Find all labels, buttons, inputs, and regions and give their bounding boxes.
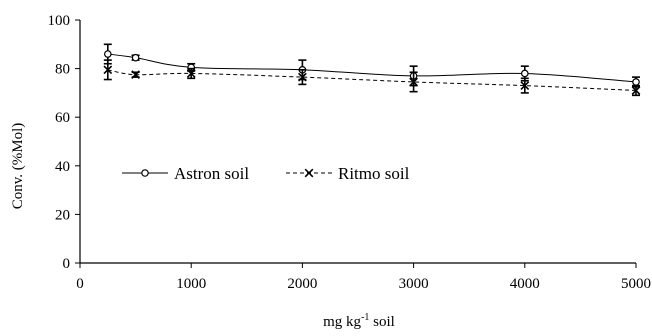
data-point	[103, 65, 113, 75]
x-tick-label: 1000	[176, 276, 206, 292]
data-point	[520, 69, 529, 78]
legend-item-astron-soil: Astron soil	[122, 164, 249, 183]
legend-label: Astron soil	[174, 164, 249, 183]
x-tick-label: 0	[76, 276, 84, 292]
legend: Astron soil Ritmo soil	[122, 164, 410, 183]
series-line-ritmo-soil	[107, 69, 637, 91]
marker-x-stroke	[131, 70, 140, 80]
legend-label: Ritmo soil	[338, 164, 410, 183]
data-point	[520, 81, 530, 90]
marker-x-stroke	[304, 168, 314, 178]
marker-x-stroke	[103, 65, 113, 75]
x-tick-label: 3000	[399, 276, 429, 292]
series-layer	[103, 43, 641, 97]
data-point	[186, 69, 196, 78]
series-ritmo-soil	[103, 59, 641, 97]
data-point	[131, 70, 140, 80]
marker-x-stroke	[631, 86, 641, 95]
legend-marker	[141, 169, 149, 177]
y-tick-label: 60	[55, 110, 70, 126]
y-axis-label: Conv. (%Mol)	[10, 123, 26, 210]
series-astron-soil	[103, 43, 640, 88]
legend-item-ritmo-soil: Ritmo soil	[286, 164, 410, 183]
data-point	[298, 72, 307, 82]
axes	[79, 20, 636, 264]
data-point	[631, 86, 641, 95]
series-line-astron-soil	[107, 53, 637, 83]
legend-marker	[304, 168, 314, 178]
marker-x-stroke	[520, 81, 530, 90]
marker-x-stroke	[298, 72, 307, 82]
y-tick-label: 0	[63, 256, 71, 272]
x-axis-label-main: mg kg	[323, 314, 361, 330]
y-tick-label: 40	[55, 159, 70, 175]
x-tick-label: 5000	[621, 276, 651, 292]
x-axis-label: mg kg-1 soil	[323, 312, 395, 330]
data-point	[409, 77, 418, 87]
y-tick-label: 20	[55, 207, 70, 223]
y-tick-label: 80	[55, 62, 70, 78]
x-axis-label-sup: -1	[361, 312, 369, 323]
data-point	[104, 50, 112, 58]
data-point	[632, 78, 640, 86]
x-tick-label: 2000	[287, 276, 317, 292]
x-tick-label: 4000	[510, 276, 540, 292]
marker-x-stroke	[409, 77, 418, 87]
y-tick-label: 100	[48, 13, 71, 29]
x-axis-label-suffix: soil	[369, 314, 394, 330]
data-point	[131, 53, 140, 62]
marker-x-stroke	[186, 69, 196, 78]
